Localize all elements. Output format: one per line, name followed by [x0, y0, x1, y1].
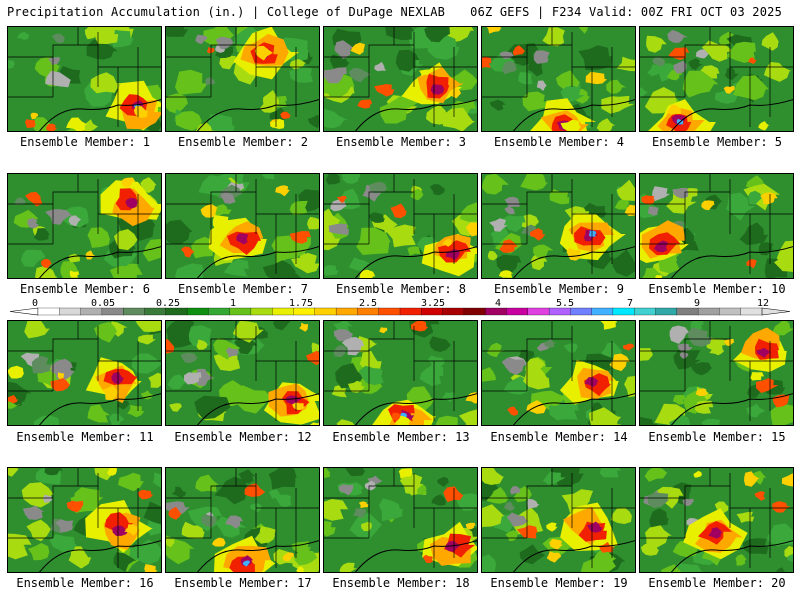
- ensemble-member-label: Ensemble Member: 20: [648, 576, 786, 590]
- colorbar-swatch: [655, 307, 678, 316]
- colorbar-swatch: [186, 307, 209, 316]
- ensemble-map-panel: [481, 467, 636, 573]
- ensemble-map-panel: [323, 320, 478, 426]
- colorbar-swatch: [591, 307, 614, 316]
- ensemble-member-label: Ensemble Member: 11: [16, 430, 154, 444]
- ensemble-member-label: Ensemble Member: 15: [648, 430, 786, 444]
- colorbar-swatch: [80, 307, 103, 316]
- ensemble-map-panel: [481, 320, 636, 426]
- colorbar-swatch: [101, 307, 124, 316]
- colorbar-tick-label: 12: [756, 298, 770, 309]
- colorbar-swatch: [208, 307, 231, 316]
- ensemble-member-label: Ensemble Member: 4: [493, 135, 625, 149]
- ensemble-map-panel: [165, 467, 320, 573]
- colorbar: [9, 307, 791, 316]
- colorbar-swatch: [144, 307, 167, 316]
- colorbar-tick-label: 0.05: [90, 298, 116, 309]
- ensemble-member-label: Ensemble Member: 12: [174, 430, 312, 444]
- ensemble-map-panel: [481, 173, 636, 279]
- ensemble-member-label: Ensemble Member: 16: [16, 576, 154, 590]
- ensemble-member-label: Ensemble Member: 18: [332, 576, 470, 590]
- colorbar-swatch: [612, 307, 635, 316]
- colorbar-swatch: [37, 307, 60, 316]
- ensemble-member-label: Ensemble Member: 17: [174, 576, 312, 590]
- colorbar-tick-label: 0: [31, 298, 39, 309]
- ensemble-map-panel: [165, 173, 320, 279]
- colorbar-left-arrow: [9, 307, 39, 316]
- ensemble-map-panel: [639, 467, 794, 573]
- colorbar-swatch: [123, 307, 145, 316]
- ensemble-map-panel: [323, 173, 478, 279]
- ensemble-map-panel: [639, 26, 794, 132]
- ensemble-member-label: Ensemble Member: 3: [335, 135, 467, 149]
- colorbar-swatch: [676, 307, 699, 316]
- colorbar-tick-label: 7: [626, 298, 634, 309]
- ensemble-member-label: Ensemble Member: 8: [335, 282, 467, 296]
- ensemble-map-panel: [639, 173, 794, 279]
- ensemble-map-panel: [165, 320, 320, 426]
- ensemble-map-panel: [7, 173, 162, 279]
- colorbar-right-arrow: [761, 307, 791, 316]
- run-info: 06Z GEFS | F234 Valid: 00Z FRI OCT 03 20…: [470, 5, 782, 19]
- ensemble-map-panel: [639, 320, 794, 426]
- ensemble-map-panel: [323, 26, 478, 132]
- colorbar-tick-label: 1.75: [288, 298, 314, 309]
- ensemble-member-label: Ensemble Member: 14: [490, 430, 628, 444]
- colorbar-swatch: [506, 307, 529, 316]
- colorbar-swatch: [165, 307, 188, 316]
- ensemble-map-panel: [481, 26, 636, 132]
- ensemble-member-label: Ensemble Member: 7: [177, 282, 309, 296]
- colorbar-tick-label: 2.5: [358, 298, 378, 309]
- colorbar-swatch: [548, 307, 571, 316]
- map-title: Precipitation Accumulation (in.) | Colle…: [7, 5, 446, 19]
- ensemble-map-panel: [7, 467, 162, 573]
- colorbar-swatch: [740, 307, 763, 316]
- ensemble-map-panel: [7, 320, 162, 426]
- colorbar-swatch: [250, 307, 273, 316]
- ensemble-member-label: Ensemble Member: 5: [651, 135, 783, 149]
- ensemble-member-label: Ensemble Member: 13: [332, 430, 470, 444]
- ensemble-member-label: Ensemble Member: 1: [19, 135, 151, 149]
- colorbar-swatch: [378, 307, 401, 316]
- colorbar-tick-label: 1: [229, 298, 237, 309]
- ensemble-map-panel: [323, 467, 478, 573]
- colorbar-swatch: [357, 307, 380, 316]
- colorbar-swatch: [293, 307, 316, 316]
- ensemble-member-label: Ensemble Member: 10: [648, 282, 786, 296]
- ensemble-map-panel: [7, 26, 162, 132]
- colorbar-swatch: [229, 307, 252, 316]
- colorbar-swatch: [335, 307, 358, 316]
- colorbar-swatch: [421, 307, 444, 316]
- colorbar-swatch: [442, 307, 465, 316]
- colorbar-tick-label: 9: [693, 298, 701, 309]
- colorbar-swatch: [570, 307, 593, 316]
- ensemble-member-label: Ensemble Member: 6: [19, 282, 151, 296]
- colorbar-swatch: [399, 307, 422, 316]
- colorbar-tick-label: 0.25: [155, 298, 181, 309]
- colorbar-swatch: [59, 307, 82, 316]
- colorbar-swatch: [634, 307, 656, 316]
- ensemble-member-label: Ensemble Member: 2: [177, 135, 309, 149]
- colorbar-swatch: [485, 307, 507, 316]
- colorbar-tick-label: 5.5: [555, 298, 575, 309]
- colorbar-swatch: [463, 307, 486, 316]
- colorbar-swatch: [272, 307, 294, 316]
- ensemble-map-panel: [165, 26, 320, 132]
- colorbar-tick-label: 3.25: [420, 298, 446, 309]
- colorbar-tick-label: 4: [494, 298, 502, 309]
- colorbar-swatch: [719, 307, 742, 316]
- colorbar-swatch: [314, 307, 337, 316]
- colorbar-swatch: [697, 307, 720, 316]
- colorbar-swatch: [527, 307, 550, 316]
- ensemble-member-label: Ensemble Member: 19: [490, 576, 628, 590]
- ensemble-member-label: Ensemble Member: 9: [493, 282, 625, 296]
